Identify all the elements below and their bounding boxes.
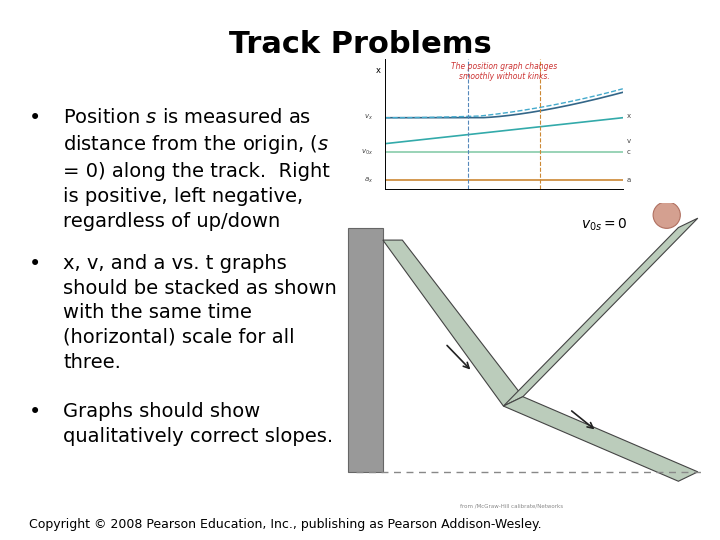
Text: The position graph changes
smoothly without kinks.: The position graph changes smoothly with… — [451, 62, 557, 81]
Text: $v_x$: $v_x$ — [364, 113, 374, 123]
Text: •: • — [29, 254, 41, 274]
Text: a: a — [626, 177, 631, 184]
Text: $v_{0x}$: $v_{0x}$ — [361, 147, 374, 157]
Text: •: • — [29, 402, 41, 422]
Text: Copyright © 2008 Pearson Education, Inc., publishing as Pearson Addison-Wesley.: Copyright © 2008 Pearson Education, Inc.… — [29, 518, 541, 531]
Text: x: x — [626, 112, 631, 119]
Text: c: c — [626, 149, 630, 156]
Polygon shape — [383, 240, 523, 406]
Text: x, v, and a vs. t graphs
should be stacked as shown
with the same time
(horizont: x, v, and a vs. t graphs should be stack… — [63, 254, 337, 372]
Polygon shape — [348, 227, 383, 472]
Text: $v_{0s} = 0$: $v_{0s} = 0$ — [581, 216, 628, 233]
Text: x: x — [376, 66, 381, 75]
Text: v: v — [626, 138, 631, 145]
Ellipse shape — [653, 202, 680, 228]
Text: $a_x$: $a_x$ — [364, 176, 374, 185]
Text: Position $s$ is measured as
distance from the origin, ($s$
= 0) along the track.: Position $s$ is measured as distance fro… — [63, 108, 330, 231]
Text: Track Problems: Track Problems — [229, 30, 491, 59]
Text: Graphs should show
qualitatively correct slopes.: Graphs should show qualitatively correct… — [63, 402, 333, 446]
Text: from /McGraw-Hill calibrate/Networks: from /McGraw-Hill calibrate/Networks — [459, 504, 563, 509]
Polygon shape — [503, 218, 698, 406]
Text: •: • — [29, 108, 41, 128]
Polygon shape — [503, 397, 698, 481]
